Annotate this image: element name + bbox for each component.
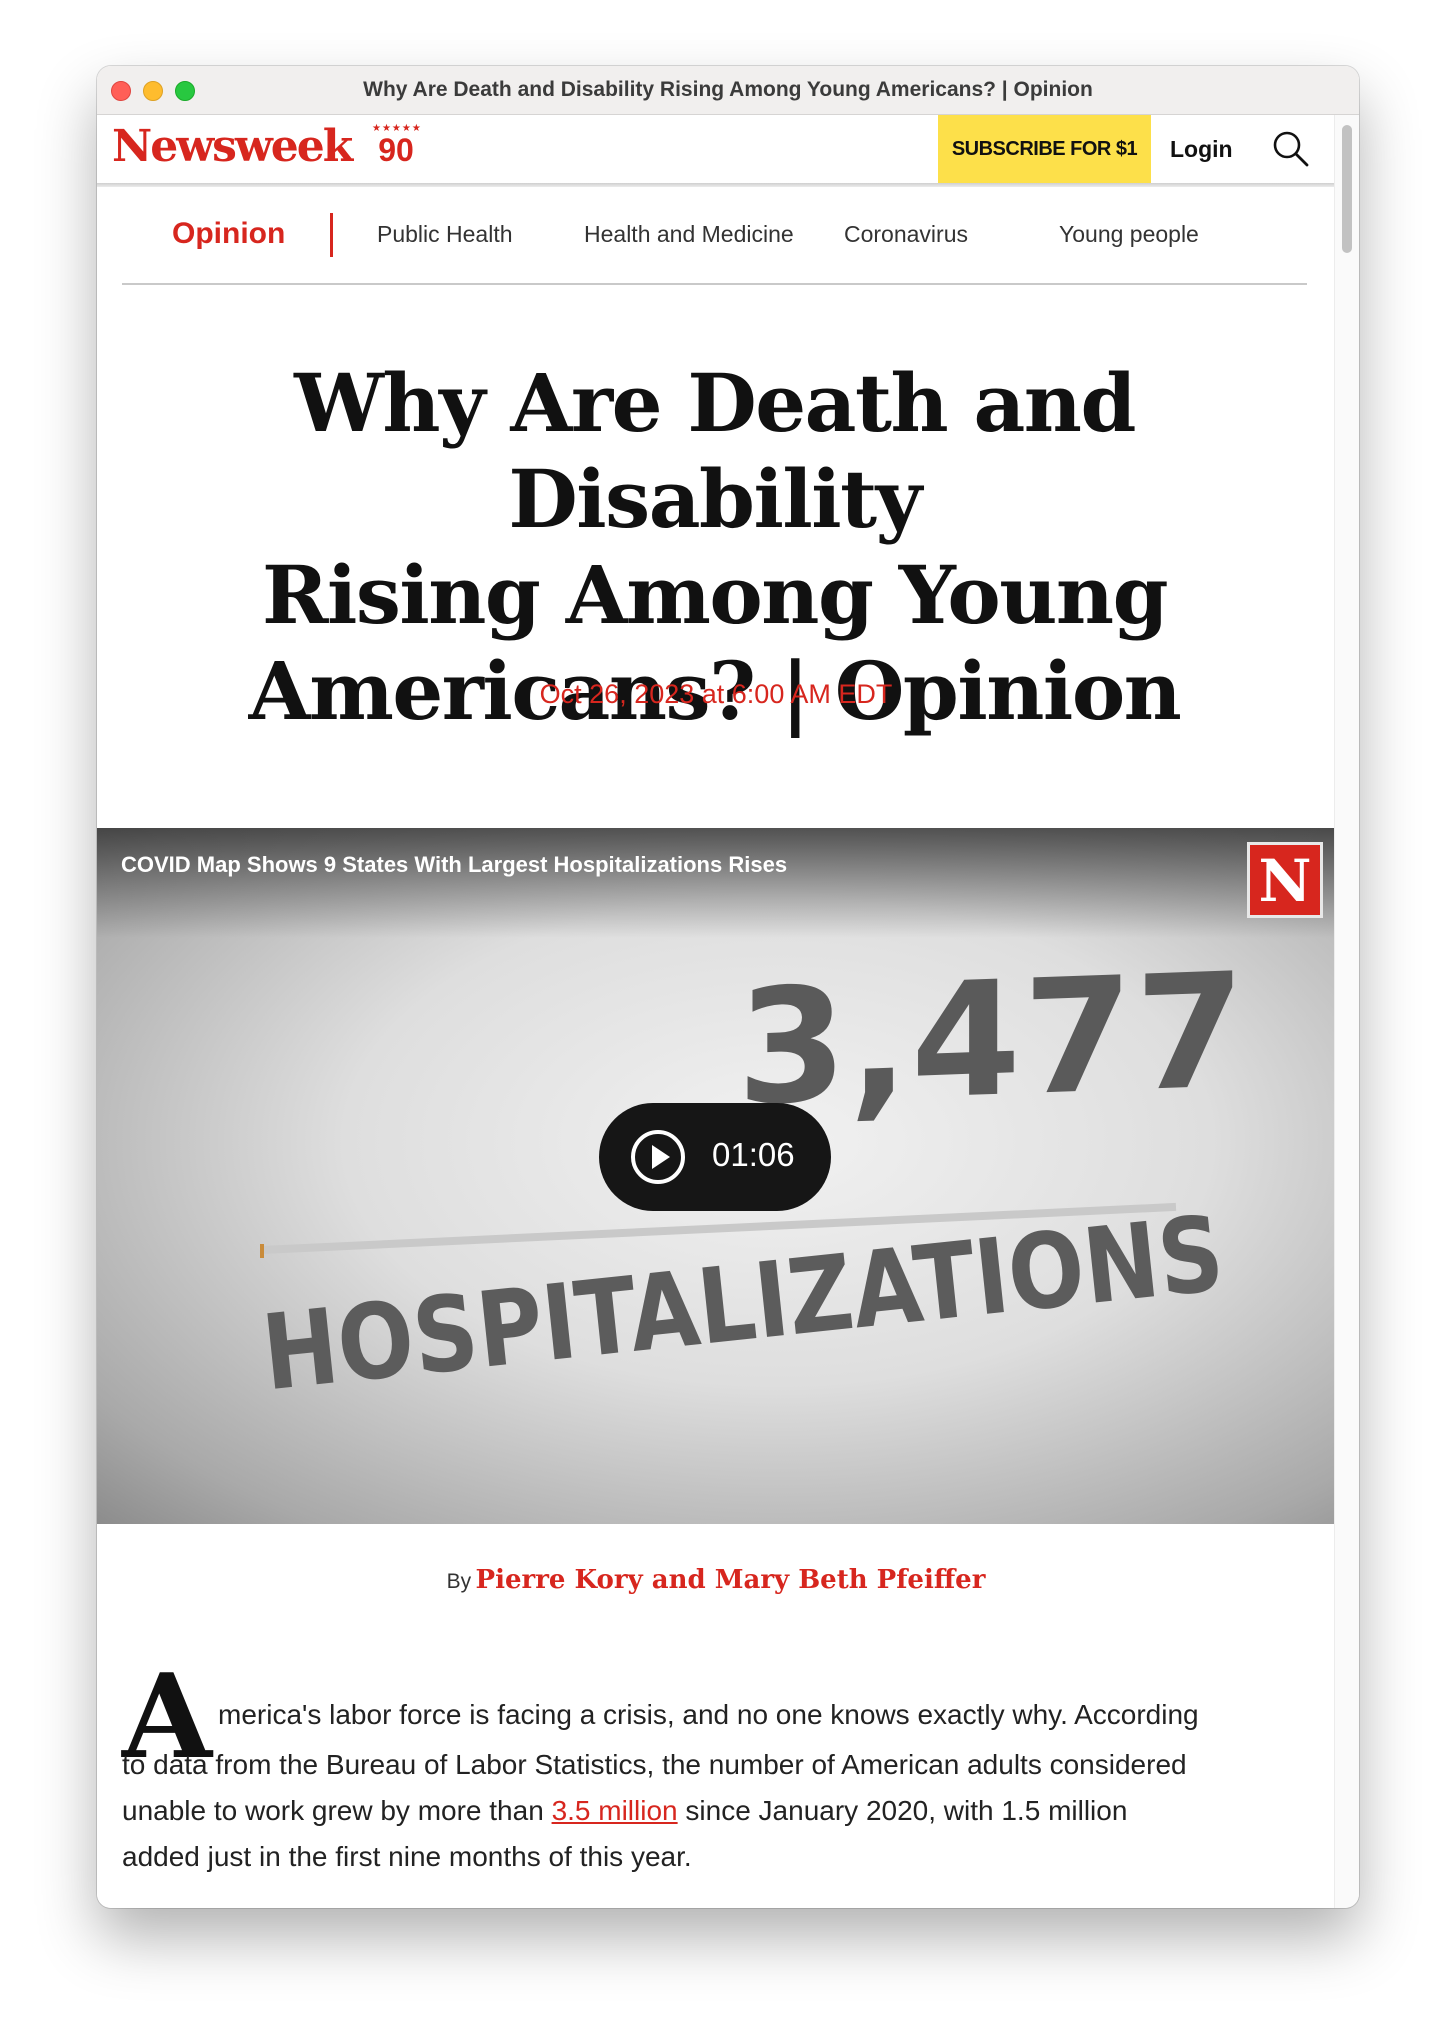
video-player[interactable]: COVID Map Shows 9 States With Largest Ho… [97,828,1335,1524]
paragraph-line: added just in the first nine months of t… [122,1841,692,1872]
play-icon [631,1130,685,1184]
badge-number: 90 [378,132,414,168]
tag-young-people[interactable]: Young people [1059,221,1199,247]
login-link[interactable]: Login [1170,136,1233,162]
headline-line: Americans? | Opinion [248,644,1182,738]
article-headline: Why Are Death and Disability Rising Amon… [122,355,1307,739]
paragraph-line: to data from the Bureau of Labor Statist… [122,1749,1187,1780]
maximize-window-button[interactable] [175,81,195,101]
vertical-scrollbar[interactable] [1334,115,1359,1908]
paragraph-text: unable to work grew by more than [122,1795,552,1826]
byline-authors[interactable]: Pierre Kory and Mary Beth Pfeiffer [475,1565,986,1595]
badge-stars: ★★★★★ [372,123,422,134]
page-content: Newsweek ★★★★★ 90 SUBSCRIBE FOR $1 Login… [97,115,1335,1908]
tag-health-and-medicine[interactable]: Health and Medicine [584,221,794,247]
headline-line: Why Are Death and Disability [294,356,1136,546]
window-title: Why Are Death and Disability Rising Amon… [363,78,1093,101]
video-title-overlay [97,828,1335,938]
search-icon [1273,131,1309,167]
play-button[interactable]: 01:06 [599,1103,831,1211]
category-link-opinion[interactable]: Opinion [172,217,286,250]
anniversary-badge: ★★★★★ 90 [372,123,422,171]
paragraph-text: since January 2020, with 1.5 million [677,1795,1128,1826]
site-header: Newsweek ★★★★★ 90 SUBSCRIBE FOR $1 Login [97,115,1335,249]
byline: By Pierre Kory and Mary Beth Pfeiffer [97,1565,1335,1595]
topic-nav: Opinion Public Health Health and Medicin… [122,187,1307,285]
minimize-window-button[interactable] [143,81,163,101]
paragraph-line: merica's labor force is facing a crisis,… [218,1699,1199,1730]
scrollbar-thumb[interactable] [1342,125,1352,253]
byline-prefix: By [446,1570,472,1593]
publish-date: Oct 26, 2023 at 6:00 AM EDT [539,679,893,709]
header-divider [97,183,1335,187]
tag-coronavirus[interactable]: Coronavirus [844,221,968,247]
tag-public-health[interactable]: Public Health [377,221,513,247]
search-button[interactable] [1271,129,1311,169]
headline-line: Rising Among Young [261,548,1169,642]
browser-window: Why Are Death and Disability Rising Amon… [97,66,1359,1908]
video-duration: 01:06 [712,1136,795,1173]
subscribe-button[interactable]: SUBSCRIBE FOR $1 [938,115,1151,183]
video-title[interactable]: COVID Map Shows 9 States With Largest Ho… [121,852,788,877]
source-link-3-5-million[interactable]: 3.5 million [551,1795,678,1826]
drop-cap: A [122,1649,213,1785]
close-window-button[interactable] [111,81,131,101]
newsweek-logo[interactable]: Newsweek [112,121,353,172]
video-frame-tick [260,1244,264,1258]
newsweek-video-logo: N [1247,842,1323,918]
video-frame-number: 3,477 [737,939,1247,1141]
category-separator [330,213,333,257]
title-bar: Why Are Death and Disability Rising Amon… [97,66,1359,115]
paragraph-line: unable to work grew by more than 3.5 mil… [122,1795,1127,1827]
